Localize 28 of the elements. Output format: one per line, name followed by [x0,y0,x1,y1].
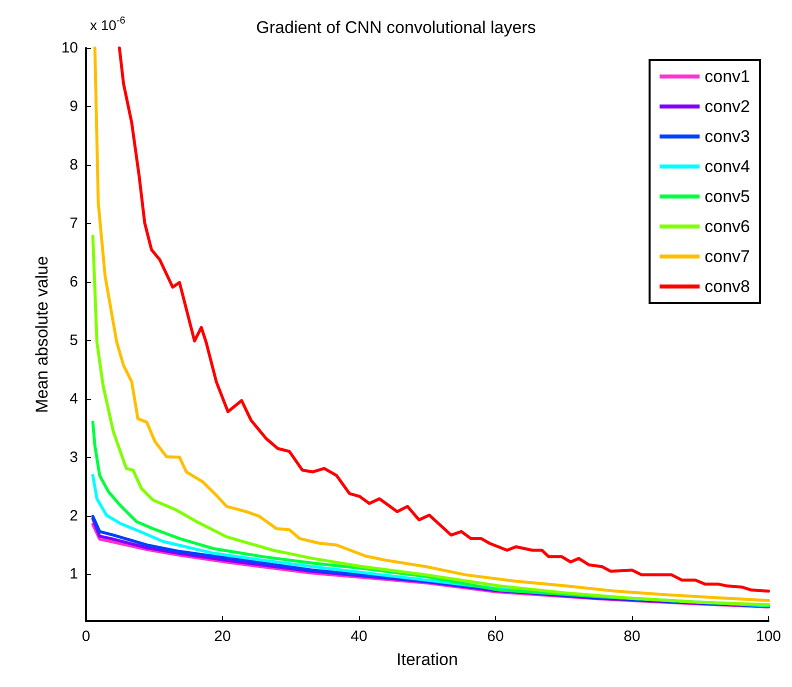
x-tick-label: 80 [624,628,640,645]
x-tick-label: 60 [487,628,504,645]
y-tick-label: 3 [70,448,78,466]
y-tick-label: 6 [70,273,78,290]
legend-label: conv4 [704,157,750,176]
y-axis-title: Mean absolute value [32,256,52,413]
x-tick-label: 20 [214,628,231,645]
x-tick-label: 40 [350,628,368,645]
y-tick-label: 2 [70,507,78,524]
y-tick-label: 9 [70,98,78,115]
legend-label: conv8 [704,277,750,296]
x-axis-title: Iteration [396,650,458,669]
x-tick-label: 0 [82,628,90,645]
y-tick-label: 7 [70,214,78,232]
y-tick-label: 10 [61,40,78,56]
chart-title: Gradient of CNN convolutional layers [256,18,536,37]
legend-label: conv6 [704,217,750,236]
legend-label: conv7 [704,247,750,266]
x-tick-label: 100 [756,628,781,645]
y-tick-label: 4 [70,390,78,408]
legend-label: conv5 [704,187,750,206]
y-tick-label: 5 [70,332,78,349]
legend-label: conv3 [704,127,750,146]
line-series [91,234,770,606]
y-tick-label: 8 [70,156,78,174]
legend-label: conv1 [704,67,750,86]
y-tick-label: 1 [70,566,78,583]
legend-label: conv2 [704,97,750,116]
